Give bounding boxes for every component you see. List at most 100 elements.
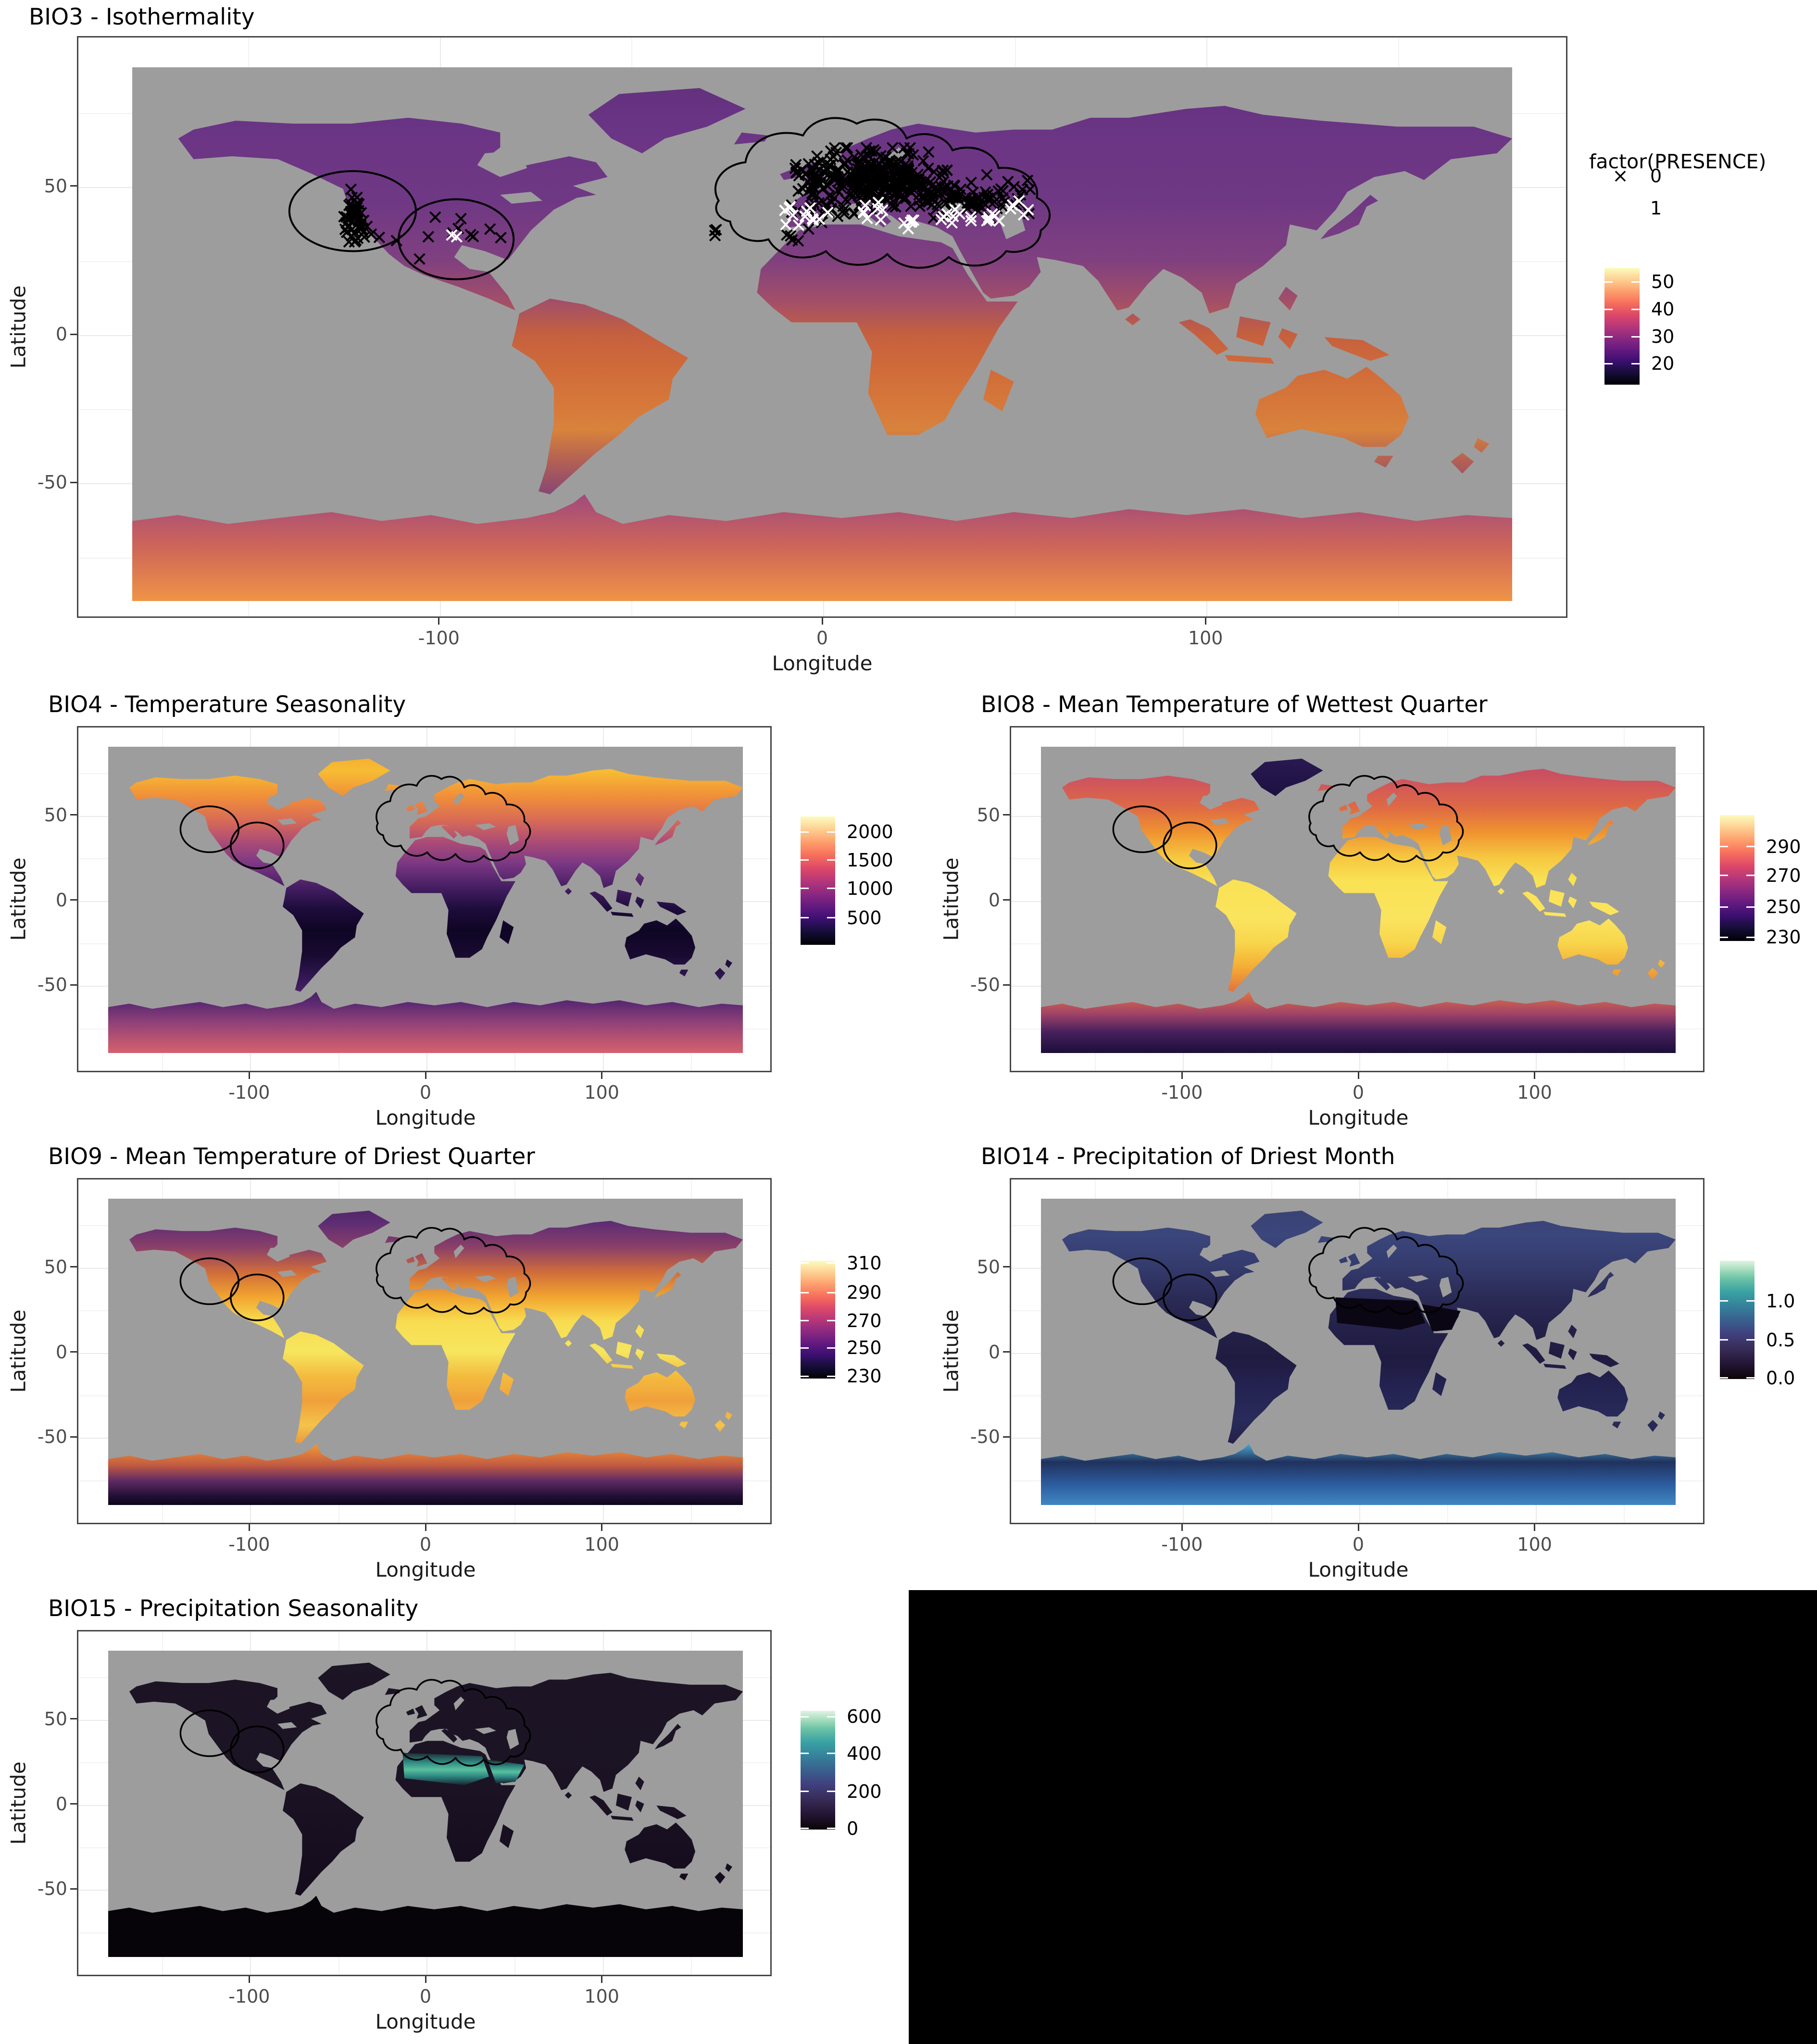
presence-point-marker	[838, 201, 849, 212]
x-tick-mark	[425, 1072, 426, 1079]
continent-java	[611, 1364, 634, 1369]
x-axis-label: Longitude	[375, 2010, 476, 2033]
colorbar-tick-mark	[801, 859, 809, 861]
continent-newguinea	[656, 902, 687, 915]
inland-sea	[506, 1277, 519, 1298]
continent-italy	[441, 1729, 457, 1743]
inland-sea	[1210, 1270, 1230, 1277]
y-axis-label: Latitude	[6, 285, 30, 369]
colorbar-tick-mark	[1631, 308, 1640, 310]
world-map-bio3	[132, 67, 1512, 601]
presence-point-marker	[864, 172, 875, 183]
continent-newzealand	[1451, 452, 1474, 474]
continent-sulawesi	[1568, 896, 1577, 909]
continent-japan	[654, 820, 681, 846]
presence-point-marker	[913, 169, 923, 180]
presence-point-marker	[906, 217, 917, 227]
x-tick-label: 0	[1352, 1534, 1365, 1555]
colorbar-tick-mark	[1604, 336, 1613, 338]
continent-africa	[395, 1289, 515, 1410]
presence-point-marker	[414, 254, 425, 264]
colorbar-bio14	[1720, 1261, 1754, 1379]
y-tick-mark	[70, 1351, 77, 1353]
continent-java	[611, 1816, 634, 1821]
colorbar-tick-mark	[827, 888, 835, 890]
presence-point-marker	[465, 229, 476, 240]
colorbar-bio4	[801, 816, 835, 945]
continent-italy	[1374, 1277, 1390, 1291]
continent-tasmania	[679, 1873, 689, 1881]
colorbar-tick-label: 290	[847, 1282, 882, 1304]
presence-point-marker	[824, 191, 835, 201]
legend-key-symbol-1: ×	[1612, 197, 1629, 219]
continent-northamerica	[129, 776, 327, 887]
y-tick-label: -50	[970, 1426, 1000, 1448]
continent-tasmania	[1612, 1421, 1621, 1429]
presence-point-marker	[374, 232, 385, 243]
presence-point-marker	[878, 153, 889, 164]
presence-point-marker	[925, 177, 936, 188]
y-tick-label: 0	[55, 1341, 67, 1363]
presence-point-marker	[810, 159, 820, 170]
inland-sea	[1407, 1275, 1429, 1282]
y-tick-mark	[70, 1436, 77, 1438]
presence-point-marker	[814, 214, 825, 225]
calibration-area-cloud	[1309, 1228, 1463, 1314]
presence-point-marker	[942, 181, 953, 191]
inland-sea	[475, 1275, 496, 1282]
colorbar-tick-label: 20	[1651, 353, 1675, 375]
continent-southamerica	[283, 1783, 364, 1896]
continent-srilanka	[1497, 1340, 1505, 1347]
continent-antarctica	[108, 1443, 743, 1505]
colorbar-tick-mark	[801, 1347, 809, 1349]
presence-point-marker	[817, 156, 827, 166]
continent-sulawesi	[635, 1348, 644, 1361]
x-tick-label: -100	[228, 1986, 270, 2007]
inland-sea	[453, 792, 464, 806]
presence-point-marker	[857, 190, 868, 201]
plot-title: BIO15 - Precipitation Seasonality	[48, 1595, 419, 1622]
presence-point-marker	[358, 215, 369, 226]
colorbar-tick-mark	[801, 917, 809, 919]
presence-point-marker	[809, 183, 819, 194]
colorbar-tick-label: 500	[847, 907, 882, 928]
presence-point-marker	[788, 210, 798, 221]
presence-point-marker	[955, 184, 966, 195]
continent-eurasia	[410, 1221, 743, 1340]
presence-point-marker	[886, 157, 896, 168]
presence-point-marker	[1022, 175, 1033, 186]
calibration-area-circle-2	[1164, 822, 1216, 868]
inland-sea	[277, 1270, 297, 1277]
continent-ireland	[406, 804, 415, 812]
continent-greenland	[318, 1210, 390, 1248]
calibration-area-cloud	[715, 118, 1050, 267]
x-tick-label: -100	[1161, 1534, 1203, 1555]
x-tick-label: 0	[1352, 1082, 1365, 1103]
y-tick-mark	[70, 1803, 77, 1805]
continent-newguinea	[656, 1354, 687, 1367]
presence-point-marker	[821, 163, 832, 174]
continent-newzealand	[714, 1420, 726, 1432]
y-tick-mark	[70, 481, 77, 483]
colorbar-tick-mark	[1720, 875, 1728, 877]
presence-point-marker	[831, 168, 841, 178]
continent-tasmania	[1374, 455, 1393, 468]
presence-point-marker	[391, 236, 402, 246]
presence-point-marker	[809, 178, 819, 188]
colorbar-tick-mark	[801, 1753, 809, 1755]
continent-newzealand	[714, 968, 726, 980]
colorbar-tick-mark	[827, 1791, 835, 1793]
inland-sea	[453, 1696, 464, 1710]
y-tick-mark	[70, 899, 77, 901]
continent-sumatra	[1178, 319, 1229, 355]
presence-point-marker	[918, 156, 928, 166]
colorbar-tick-label: 50	[1651, 271, 1675, 293]
continent-borneo	[616, 890, 632, 907]
x-tick-mark	[1357, 1072, 1359, 1079]
inland-sea	[500, 192, 543, 204]
presence-point-marker	[908, 180, 919, 190]
colorbar-tick-label: 0.0	[1766, 1367, 1795, 1389]
colorbar-tick-mark	[1604, 281, 1613, 283]
colorbar-tick-mark	[801, 1716, 809, 1718]
colorbar-tick-mark	[1720, 1377, 1728, 1379]
